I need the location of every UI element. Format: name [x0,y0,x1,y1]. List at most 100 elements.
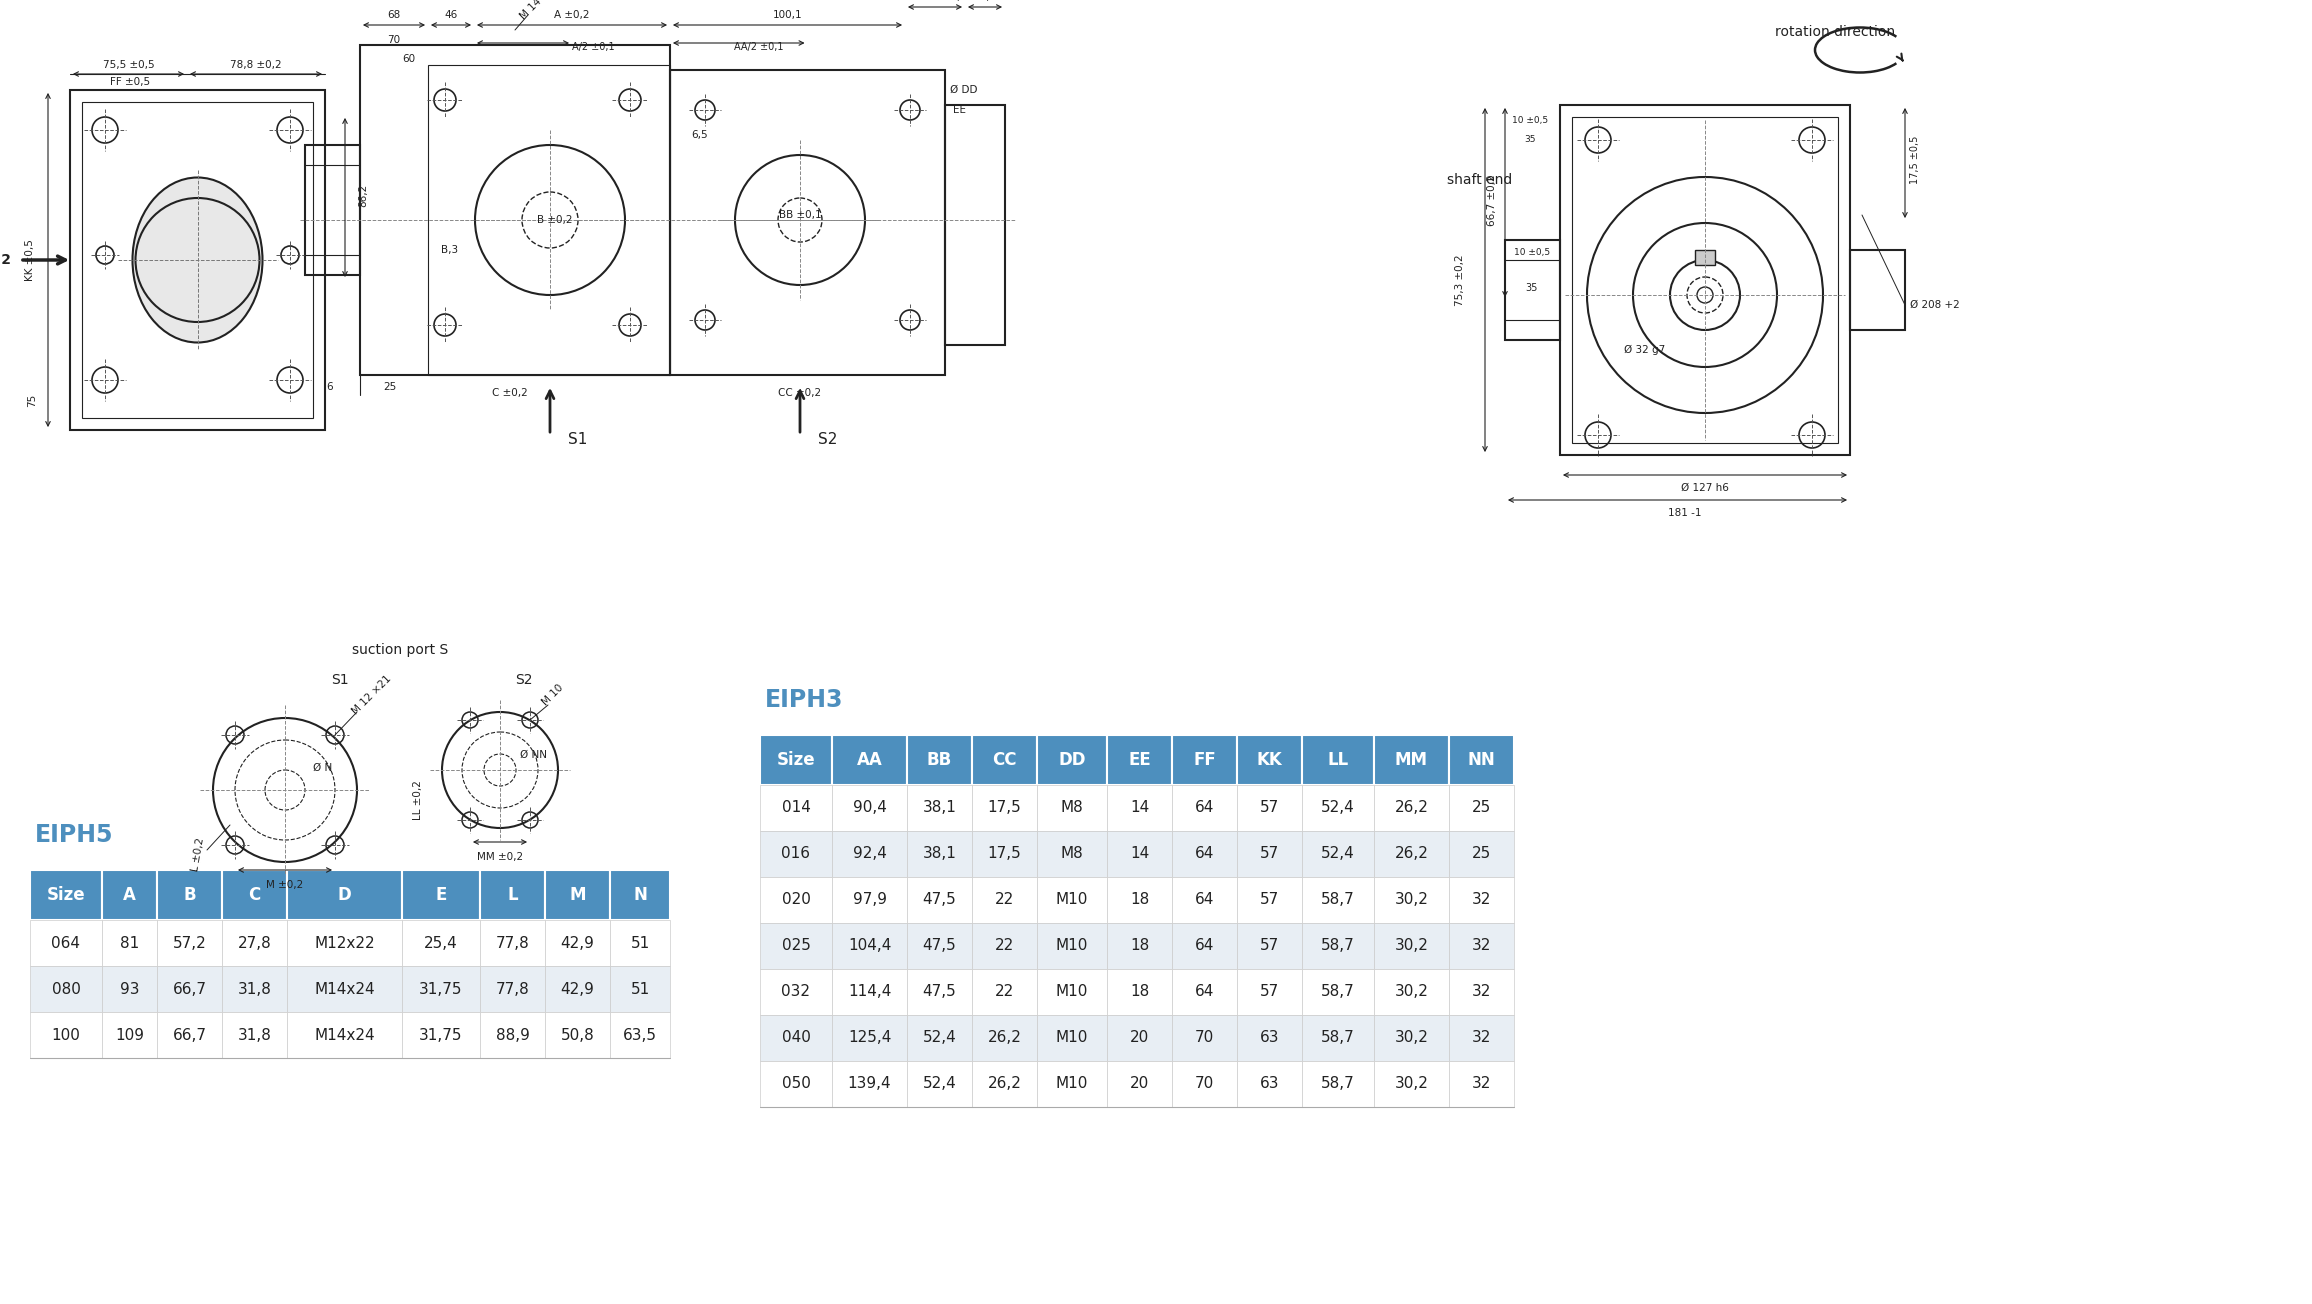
Text: 18: 18 [1131,939,1149,953]
Bar [1373,923,1450,969]
Bar [832,923,906,969]
Bar [1038,969,1107,1015]
Text: 70: 70 [1195,1077,1214,1091]
Bar [832,735,906,785]
Bar [906,1015,971,1061]
Text: 6: 6 [326,382,333,393]
Text: 040: 040 [781,1030,812,1046]
Bar [1107,1061,1172,1107]
Bar [102,1012,157,1058]
Bar [1107,735,1172,785]
Text: 20: 20 [1131,1030,1149,1046]
Bar [1450,735,1514,785]
Text: 30,2: 30,2 [1394,985,1429,999]
Text: 114,4: 114,4 [849,985,890,999]
Bar [481,1012,546,1058]
Bar [481,870,546,921]
Text: LL: LL [1327,751,1348,769]
Text: 22: 22 [994,892,1015,908]
Bar [402,870,481,921]
Text: M10: M10 [1057,1077,1089,1091]
Text: 52,4: 52,4 [1320,801,1355,815]
Text: 64: 64 [1195,846,1214,862]
Bar [610,966,670,1012]
Text: 64: 64 [1195,985,1214,999]
Bar [1302,735,1373,785]
Text: FF ±0,5: FF ±0,5 [111,77,150,87]
Text: 181 -1: 181 -1 [1669,509,1702,518]
Bar [971,735,1038,785]
Bar [1172,1015,1237,1061]
Text: 77,8: 77,8 [495,935,529,951]
Bar [1237,735,1302,785]
Text: EE: EE [1128,751,1151,769]
Bar [761,831,832,878]
Bar [971,923,1038,969]
Text: 25: 25 [1473,801,1491,815]
Bar [1172,878,1237,923]
Text: Ø NN: Ø NN [520,750,548,760]
Bar [30,966,102,1012]
Text: NN: NN [1468,751,1496,769]
Text: M8: M8 [1061,846,1084,862]
Bar [971,1061,1038,1107]
Text: EIPH3: EIPH3 [765,689,844,712]
Bar [906,1061,971,1107]
Bar [1107,1015,1172,1061]
Text: 35: 35 [1526,283,1537,293]
Bar [1373,831,1450,878]
Bar [971,1015,1038,1061]
Bar [761,923,832,969]
Text: 93: 93 [120,982,139,996]
Text: EE: EE [953,106,966,115]
Text: 52,4: 52,4 [922,1077,957,1091]
Bar [1850,250,1905,330]
Text: N: N [633,885,647,904]
Bar [287,870,402,921]
Bar [906,785,971,831]
Text: 20: 20 [1131,1077,1149,1091]
Bar [402,1012,481,1058]
Text: M14x24: M14x24 [314,982,375,996]
Bar [402,966,481,1012]
Text: 92,4: 92,4 [853,846,885,862]
Text: M: M [569,885,585,904]
Bar [1237,785,1302,831]
Bar [1038,735,1107,785]
Text: 57: 57 [1260,985,1279,999]
Bar [30,870,102,921]
Text: 57: 57 [1260,846,1279,862]
Bar [1302,831,1373,878]
Bar [1107,923,1172,969]
Bar [102,921,157,966]
Bar [222,1012,287,1058]
Bar [1172,831,1237,878]
Bar [832,785,906,831]
Text: 17,5: 17,5 [987,801,1022,815]
Ellipse shape [132,177,264,343]
Bar [287,1012,402,1058]
Text: 77,8: 77,8 [495,982,529,996]
Bar [1107,969,1172,1015]
Bar [1237,878,1302,923]
Text: Ø N: Ø N [312,763,333,773]
Text: Ø 32 g7: Ø 32 g7 [1625,344,1665,355]
Text: Ø DD: Ø DD [950,85,978,95]
Text: 014: 014 [781,801,812,815]
Bar [157,966,222,1012]
Text: M12x22: M12x22 [314,935,375,951]
Text: A ±0,2: A ±0,2 [555,10,590,20]
Text: 81: 81 [120,935,139,951]
Bar [610,1012,670,1058]
Text: S2: S2 [516,673,532,687]
Bar [946,106,1006,346]
Bar [1172,923,1237,969]
Bar [102,870,157,921]
Text: 50,8: 50,8 [560,1028,594,1042]
Bar [1450,1061,1514,1107]
Bar [30,1012,102,1058]
Text: 66,7 ±0,2: 66,7 ±0,2 [1487,175,1496,226]
Bar [1373,969,1450,1015]
Text: 30,2: 30,2 [1394,1030,1429,1046]
Text: 18: 18 [1131,892,1149,908]
